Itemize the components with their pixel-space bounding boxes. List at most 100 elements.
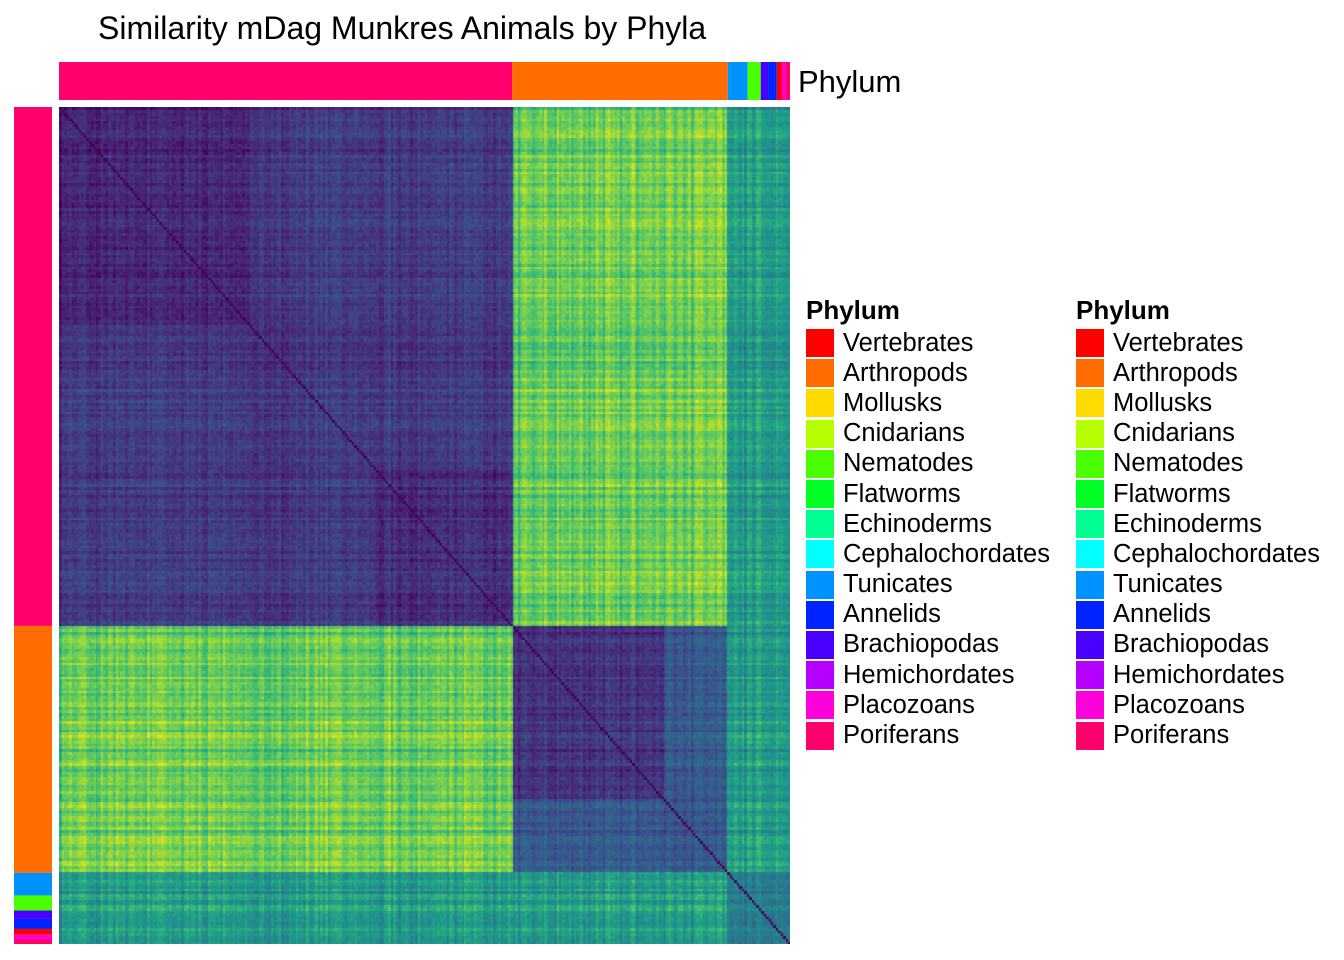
legend-label: Echinoderms	[843, 509, 992, 538]
legend-item: Brachiopodas	[806, 630, 1050, 660]
legend-title: Phylum	[806, 295, 900, 325]
legend-item: Echinoderms	[1076, 509, 1320, 539]
annotation-segment-annelids	[768, 62, 777, 100]
legend-label: Echinoderms	[1113, 509, 1262, 538]
legend-swatch	[1076, 691, 1104, 720]
legend-label: Annelids	[843, 600, 941, 629]
legend-swatch	[806, 329, 834, 358]
legend-label: Annelids	[1113, 600, 1211, 629]
legend-title: Phylum	[1076, 295, 1170, 325]
legend-label: Arthropods	[1113, 358, 1238, 387]
annotation-segment-nematodes	[747, 62, 761, 100]
legend-label: Placozoans	[843, 690, 975, 719]
similarity-heatmap	[59, 107, 790, 944]
legend-swatch	[1076, 419, 1104, 448]
legend-label: Arthropods	[843, 358, 968, 387]
annotation-segment-arthropods	[14, 625, 52, 873]
legend-label: Tunicates	[843, 570, 953, 599]
legend-label: Tunicates	[1113, 570, 1223, 599]
legend-swatch	[806, 661, 834, 690]
legend-item: Echinoderms	[806, 509, 1050, 539]
legend-item: Vertebrates	[1076, 328, 1320, 358]
legend-swatch	[1076, 630, 1104, 659]
legend-swatch	[806, 540, 834, 569]
legend-item: Annelids	[1076, 600, 1320, 630]
annotation-segment-annelids	[14, 918, 52, 929]
legend-item: Placozoans	[1076, 690, 1320, 720]
legend-swatch	[806, 419, 834, 448]
legend-label: Vertebrates	[1113, 328, 1244, 357]
phylum-legend-1: Phylum Vertebrates Arthropods Mollusks Cnida…	[806, 296, 1050, 751]
legend-item: Tunicates	[806, 570, 1050, 600]
legend-swatch	[1076, 510, 1104, 539]
legend-item: Arthropods	[1076, 358, 1320, 388]
left-phylum-annotation-bar	[14, 107, 52, 944]
legend-swatch	[1076, 449, 1104, 478]
legend-label: Flatworms	[843, 479, 961, 508]
annotation-segment-vertebrates	[776, 62, 782, 100]
legend-item: Vertebrates	[806, 328, 1050, 358]
legend-item: Placozoans	[806, 690, 1050, 720]
legend-label: Hemichordates	[843, 660, 1015, 689]
legend-swatch	[1076, 721, 1104, 750]
legend-swatch	[806, 630, 834, 659]
legend-label: Cnidarians	[843, 419, 965, 448]
annotation-segment-arthropods	[512, 62, 728, 100]
legend-label: Brachiopodas	[1113, 630, 1269, 659]
annotation-segment-poriferans	[59, 62, 513, 100]
legend-swatch	[806, 721, 834, 750]
legend-swatch	[806, 510, 834, 539]
legend-swatch	[1076, 570, 1104, 599]
annotation-segment-poriferans	[14, 938, 52, 944]
legend-label: Nematodes	[1113, 449, 1244, 478]
legend-label: Flatworms	[1113, 479, 1231, 508]
annotation-segment-poriferans	[785, 62, 790, 100]
legend-item: Arthropods	[806, 358, 1050, 388]
legend-item: Flatworms	[806, 479, 1050, 509]
legend-label: Hemichordates	[1113, 660, 1285, 689]
legend-swatch	[806, 600, 834, 629]
legend-item: Mollusks	[1076, 388, 1320, 418]
legend-swatch	[806, 480, 834, 509]
annotation-segment-vertebrates	[14, 928, 52, 935]
top-phylum-annotation-bar	[59, 62, 790, 100]
legend-item: Cephalochordates	[806, 539, 1050, 569]
chart-title: Similarity mDag Munkres Animals by Phyla	[98, 10, 707, 46]
annotation-segment-placozoans	[14, 934, 52, 939]
legend-item: Hemichordates	[1076, 660, 1320, 690]
legend-label: Cnidarians	[1113, 419, 1235, 448]
legend-swatch	[806, 449, 834, 478]
legend-item: Cnidarians	[806, 419, 1050, 449]
annotation-segment-tunicates	[14, 872, 52, 896]
legend-swatch	[1076, 600, 1104, 629]
legend-label: Placozoans	[1113, 690, 1245, 719]
legend-swatch	[1076, 661, 1104, 690]
legend-item: Cnidarians	[1076, 419, 1320, 449]
legend-item: Mollusks	[806, 388, 1050, 418]
legend-label: Cephalochordates	[1113, 539, 1320, 568]
legend-label: Poriferans	[843, 721, 960, 750]
legend-item: Poriferans	[1076, 720, 1320, 750]
legend-item: Annelids	[806, 600, 1050, 630]
legend-label: Mollusks	[1113, 388, 1213, 417]
legend-swatch	[1076, 329, 1104, 358]
legend-item: Hemichordates	[806, 660, 1050, 690]
legend-item: Flatworms	[1076, 479, 1320, 509]
annotation-segment-placozoans	[781, 62, 786, 100]
legend-swatch	[806, 389, 834, 418]
legend-swatch	[1076, 480, 1104, 509]
legend-label: Brachiopodas	[843, 630, 999, 659]
phylum-legend-2: Phylum Vertebrates Arthropods Mollusks Cnida…	[1076, 296, 1320, 751]
legend-swatch	[1076, 359, 1104, 388]
annotation-segment-poriferans	[14, 107, 52, 626]
top-annotation-label: Phylum	[798, 64, 902, 99]
annotation-segment-brachiopodas	[760, 62, 769, 100]
legend-label: Cephalochordates	[843, 539, 1050, 568]
legend-item: Poriferans	[806, 720, 1050, 750]
legend-swatch	[1076, 540, 1104, 569]
legend-label: Poriferans	[1113, 721, 1230, 750]
legend-swatch	[806, 570, 834, 599]
legend-label: Nematodes	[843, 449, 974, 478]
legend-label: Mollusks	[843, 388, 943, 417]
legend-item: Nematodes	[806, 449, 1050, 479]
